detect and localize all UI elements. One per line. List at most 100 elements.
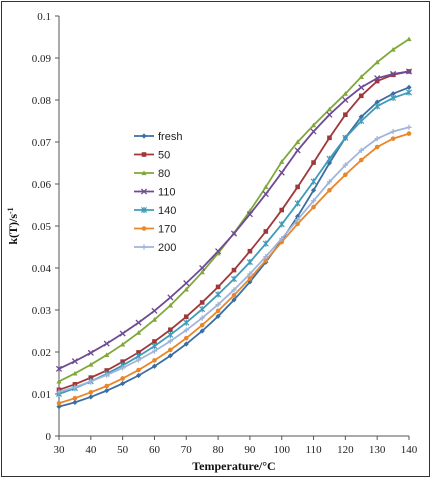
series-140-point <box>199 306 206 313</box>
y-tick-label: 0.08 <box>32 95 52 107</box>
legend-item-140: 140 <box>134 205 176 217</box>
legend-item-50: 50 <box>134 150 170 162</box>
legend-item-110: 110 <box>134 187 176 199</box>
series-fresh-point <box>151 363 158 369</box>
series-110-point <box>246 211 253 218</box>
series-fresh-point <box>183 341 189 347</box>
series-50-point <box>263 229 269 234</box>
series-fresh-point <box>88 394 94 400</box>
series-110-point <box>103 340 110 347</box>
series-140-point <box>326 155 333 162</box>
series-200-point <box>406 124 412 130</box>
series-170-point <box>215 308 221 314</box>
series-170-point <box>295 221 300 227</box>
series-140-point <box>390 94 397 101</box>
series-170-point <box>136 367 141 373</box>
series-50-point <box>343 112 348 117</box>
series-200-point <box>167 338 173 344</box>
series-110-point <box>55 365 63 372</box>
series-110-point <box>326 111 333 118</box>
series-200-point <box>135 357 142 363</box>
series-200-point <box>310 198 317 204</box>
y-tick-label: 0.01 <box>32 389 51 401</box>
series-140-point <box>246 259 253 266</box>
series-50-point <box>247 248 253 254</box>
series-200-point <box>263 254 269 260</box>
x-tick-label: 60 <box>149 444 161 456</box>
series-140-point <box>183 319 190 326</box>
y-tick-label: 0 <box>46 431 52 443</box>
series-140-point <box>374 103 381 110</box>
series-200-point <box>215 301 221 308</box>
y-axis-title-main: k(T)/s <box>6 214 20 245</box>
series-110-point <box>87 349 94 356</box>
series-170-point <box>327 188 332 193</box>
series-170-point <box>199 322 205 328</box>
series-50-point <box>183 314 189 320</box>
series-110-point <box>71 358 78 365</box>
series-fresh-point <box>104 388 110 394</box>
series-200-point <box>183 327 189 333</box>
series-110-point <box>135 319 142 326</box>
series-200-point <box>231 287 237 293</box>
legend-item-200: 200 <box>134 242 176 254</box>
y-tick-label: 0.1 <box>37 11 51 23</box>
series-80-point <box>72 370 78 376</box>
series-50-point <box>215 284 221 290</box>
legend-item-170: 170 <box>134 224 176 236</box>
series-170-point <box>183 335 189 341</box>
legend-item-200-marker <box>141 244 147 250</box>
series-80-point <box>406 36 412 42</box>
series-170-point <box>72 395 78 401</box>
legend-item-fresh: fresh <box>134 131 182 143</box>
series-170-point <box>104 383 110 389</box>
series-fresh-point <box>215 313 221 319</box>
x-tick-label: 40 <box>85 444 97 456</box>
series-80-point <box>358 74 364 79</box>
legend-item-200-label: 200 <box>158 242 176 254</box>
series-50-point <box>327 135 332 141</box>
series-110-point <box>342 96 349 104</box>
series-110-point <box>405 68 413 75</box>
series-fresh-point <box>390 91 396 97</box>
y-axis-title-sup: -1 <box>6 207 15 214</box>
series-80-point <box>374 59 380 65</box>
legend-item-140-label: 140 <box>158 205 176 217</box>
legend-item-80-label: 80 <box>158 168 170 180</box>
series-110 <box>55 68 413 372</box>
series-fresh-point <box>358 114 364 120</box>
series-200-point <box>199 315 205 321</box>
series-80-point <box>310 122 317 128</box>
series-200-point <box>295 217 301 223</box>
series-fresh-point <box>310 187 317 193</box>
series-140-point <box>215 291 222 298</box>
x-axis-title: Temperature/°C <box>192 459 275 473</box>
series-fresh-point <box>374 99 380 105</box>
series-170-point <box>88 390 94 395</box>
series-170-point <box>247 276 253 281</box>
series-170-point <box>263 258 269 263</box>
series-140-line <box>58 91 410 395</box>
series-50-point <box>374 78 380 84</box>
series-110-line <box>58 70 410 370</box>
series-80-point <box>88 362 94 367</box>
series-fresh-point <box>120 380 126 387</box>
y-tick-label: 0.02 <box>32 347 51 359</box>
series-200-point <box>104 372 110 378</box>
series-170-point <box>390 136 396 141</box>
series-200-point <box>151 348 158 354</box>
series-50-point <box>295 184 300 190</box>
series-110-point <box>230 230 238 237</box>
series-50-point <box>72 382 78 387</box>
series-50-point <box>199 300 205 305</box>
series-110-point <box>183 280 190 287</box>
series-140-point <box>405 89 413 96</box>
series-170-point <box>374 144 380 150</box>
series-fresh-line <box>58 86 410 408</box>
x-tick-label: 30 <box>54 444 66 456</box>
legend-item-170-marker <box>141 226 147 231</box>
series-80-point <box>167 302 173 308</box>
series-80-point <box>135 330 142 335</box>
y-tick-label: 0.04 <box>32 263 52 275</box>
